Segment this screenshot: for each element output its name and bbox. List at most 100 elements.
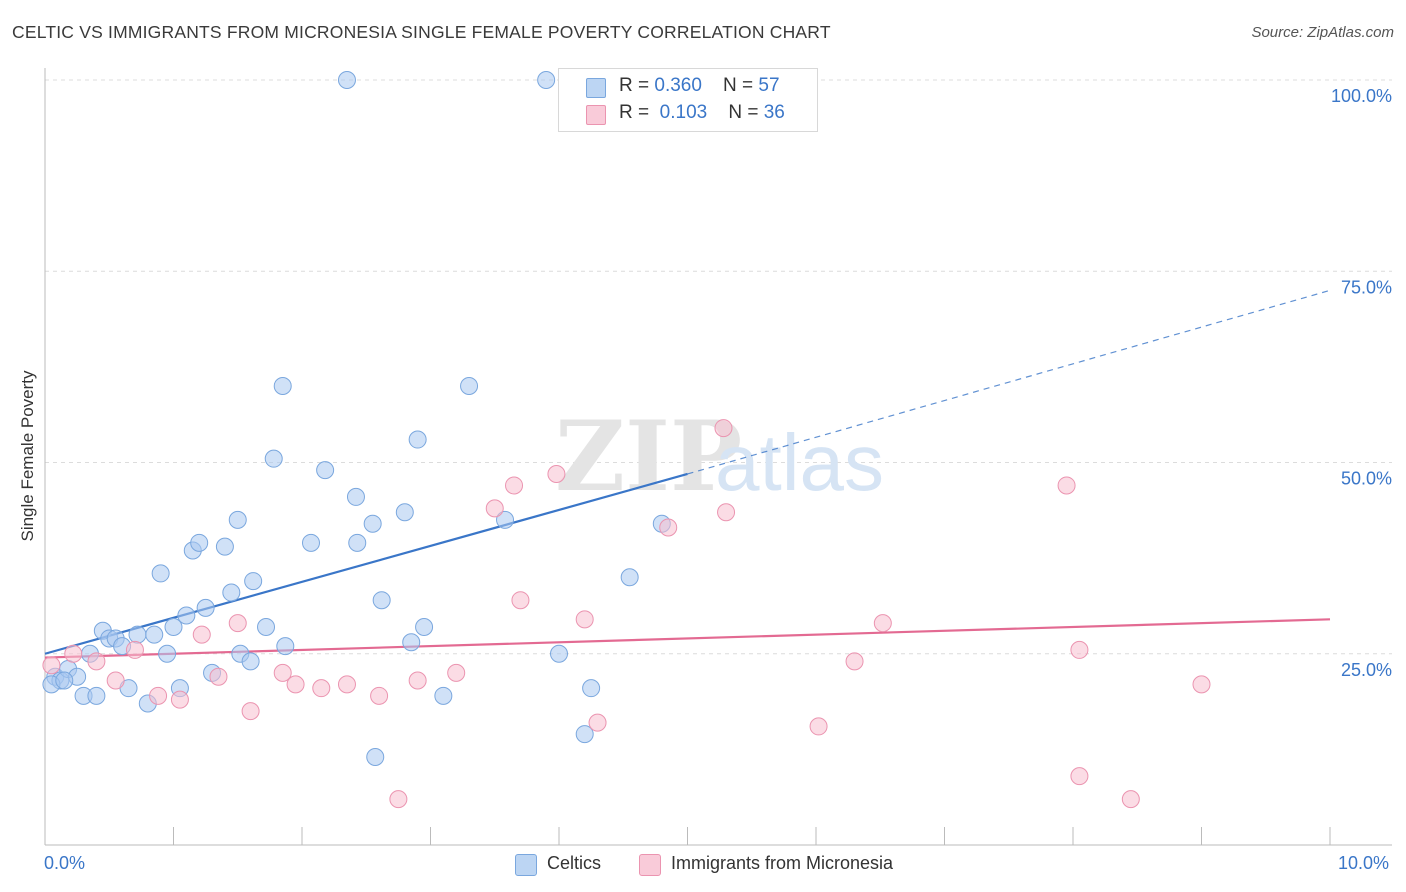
y-tick-label: 100.0% <box>1331 86 1392 106</box>
point-micronesia <box>547 464 566 483</box>
point-micronesia <box>845 652 864 671</box>
point-micronesia <box>511 591 530 610</box>
point-celtics <box>460 377 479 395</box>
trend-line-micronesia <box>44 618 1331 659</box>
legend-swatch-micronesia <box>586 105 606 125</box>
point-celtics <box>550 644 568 663</box>
y-tick-labels: 25.0% 50.0% 75.0% 100.0% <box>1331 86 1392 680</box>
point-micronesia <box>505 476 524 495</box>
point-micronesia <box>389 790 408 809</box>
point-micronesia <box>1057 476 1076 495</box>
point-celtics <box>620 568 639 587</box>
point-celtics <box>337 71 356 89</box>
point-micronesia <box>659 518 678 537</box>
y-tick-label: 25.0% <box>1341 660 1392 680</box>
point-celtics <box>87 686 106 705</box>
point-celtics <box>582 679 601 698</box>
point-celtics <box>415 617 434 636</box>
trend-line-celtics <box>44 472 688 655</box>
point-celtics <box>222 583 241 602</box>
x-tick-min: 0.0% <box>44 853 86 873</box>
series-legend: Celtics Immigrants from Micronesia <box>0 850 1406 878</box>
point-micronesia <box>408 671 427 690</box>
y-tick-label: 75.0% <box>1341 277 1392 297</box>
point-celtics <box>257 617 276 636</box>
point-celtics <box>264 449 283 468</box>
point-micronesia <box>106 671 125 690</box>
legend-label-micronesia: Immigrants from Micronesia <box>671 853 894 873</box>
point-micronesia <box>714 419 733 438</box>
point-micronesia <box>370 686 389 705</box>
point-celtics <box>372 591 391 610</box>
point-celtics <box>402 633 421 652</box>
point-celtics <box>395 503 414 522</box>
point-micronesia <box>170 690 189 709</box>
point-micronesia <box>485 499 504 518</box>
point-micronesia <box>312 679 331 698</box>
point-celtics <box>348 533 367 552</box>
point-micronesia <box>588 713 607 732</box>
legend-n-value: 57 <box>758 75 780 96</box>
point-micronesia <box>241 702 260 721</box>
point-micronesia <box>42 656 61 675</box>
legend-swatch-celtics <box>586 78 606 98</box>
point-micronesia <box>273 663 292 682</box>
legend-r-value: 0.360 <box>654 75 702 96</box>
point-celtics <box>316 461 335 480</box>
grid-lines <box>45 79 1392 655</box>
point-micronesia <box>717 503 736 522</box>
legend-n-value: 36 <box>763 102 785 123</box>
point-celtics <box>196 598 215 617</box>
point-micronesia <box>337 675 356 694</box>
trend-lines <box>44 289 1331 659</box>
point-celtics <box>151 564 170 583</box>
source-label: Source: ZipAtlas.com <box>1251 24 1394 41</box>
point-celtics <box>301 533 320 552</box>
legend-label-celtics: Celtics <box>547 853 602 873</box>
correlation-legend: R = 0.360 N = 57 R = 0.103 N = 36 <box>558 68 818 132</box>
point-micronesia <box>228 614 247 633</box>
watermark-zip: ZIP <box>555 400 742 513</box>
x-tick-max: 10.0% <box>1338 853 1390 873</box>
point-micronesia <box>125 640 144 659</box>
point-celtics <box>363 514 382 533</box>
legend-n-label: N = <box>728 102 764 123</box>
point-celtics <box>408 430 427 449</box>
point-celtics <box>366 748 385 767</box>
point-celtics <box>215 537 234 556</box>
point-celtics <box>158 644 177 663</box>
axes <box>44 68 1392 846</box>
y-tick-label: 50.0% <box>1341 469 1392 489</box>
point-celtics <box>434 686 453 705</box>
point-celtics <box>177 606 196 625</box>
point-celtics <box>537 71 556 89</box>
point-micronesia <box>1070 767 1089 786</box>
legend-swatch-micronesia <box>639 854 661 876</box>
point-micronesia <box>1192 675 1211 694</box>
point-micronesia <box>1121 790 1140 809</box>
point-celtics <box>190 533 209 552</box>
point-micronesia <box>575 610 594 629</box>
data-points <box>42 71 1211 809</box>
point-celtics <box>273 377 292 395</box>
point-celtics <box>55 671 74 690</box>
point-micronesia <box>1070 640 1089 659</box>
point-micronesia <box>447 663 466 682</box>
point-micronesia <box>209 667 228 686</box>
point-micronesia <box>64 644 83 663</box>
legend-r-label: R = <box>619 102 655 123</box>
point-celtics <box>244 572 263 591</box>
point-micronesia <box>87 652 106 671</box>
point-celtics <box>276 637 295 656</box>
point-celtics <box>496 510 515 529</box>
point-celtics <box>346 487 365 506</box>
legend-r-value: 0.103 <box>659 102 708 123</box>
point-celtics <box>164 617 183 636</box>
legend-r-label: R = <box>619 75 655 96</box>
y-axis-label: Single Female Poverty <box>18 370 37 542</box>
point-micronesia <box>809 717 828 736</box>
point-micronesia <box>286 675 305 694</box>
point-micronesia <box>149 686 168 705</box>
